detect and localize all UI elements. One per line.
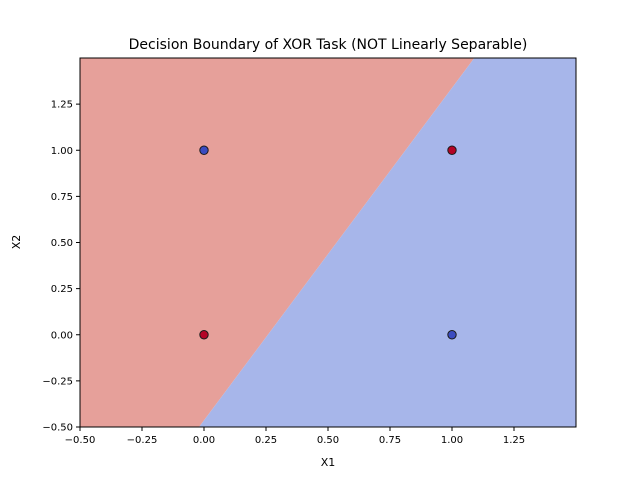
- decision-region-class-0: [199, 58, 577, 427]
- x-tick-label: 0.25: [255, 435, 277, 446]
- x-tick-label: −0.50: [65, 435, 96, 446]
- data-point: [447, 145, 457, 155]
- x-tick-label: 0.75: [379, 435, 401, 446]
- x-axis-label: X1: [321, 456, 336, 469]
- chart-title: Decision Boundary of XOR Task (NOT Linea…: [129, 37, 528, 53]
- y-tick-label: 1.25: [51, 100, 73, 111]
- plot-area: [79, 57, 577, 428]
- x-tick-label: 1.25: [503, 435, 525, 446]
- y-tick-label: 0.75: [51, 192, 73, 203]
- y-tick-label: −0.25: [42, 376, 73, 387]
- x-tick-label: 1.00: [441, 435, 463, 446]
- y-tick-label: 0.25: [51, 284, 73, 295]
- x-axis: −0.50 −0.25 0.00 0.25 0.50 0.75 1.00 1.25: [65, 427, 525, 446]
- decision-region-class-1: [80, 58, 475, 427]
- y-tick-label: −0.50: [42, 423, 73, 434]
- data-point: [199, 330, 209, 340]
- data-points: [199, 145, 457, 340]
- data-point: [447, 330, 457, 340]
- y-tick-label: 0.00: [51, 330, 73, 341]
- y-tick-label: 1.00: [51, 146, 73, 157]
- data-point: [199, 145, 209, 155]
- y-axis: −0.50 −0.25 0.00 0.25 0.50 0.75 1.00 1.25: [42, 100, 80, 434]
- y-axis-label: X2: [10, 235, 23, 250]
- x-tick-label: 0.50: [317, 435, 339, 446]
- x-tick-label: −0.25: [127, 435, 158, 446]
- y-tick-label: 0.50: [51, 238, 73, 249]
- x-tick-label: 0.00: [193, 435, 215, 446]
